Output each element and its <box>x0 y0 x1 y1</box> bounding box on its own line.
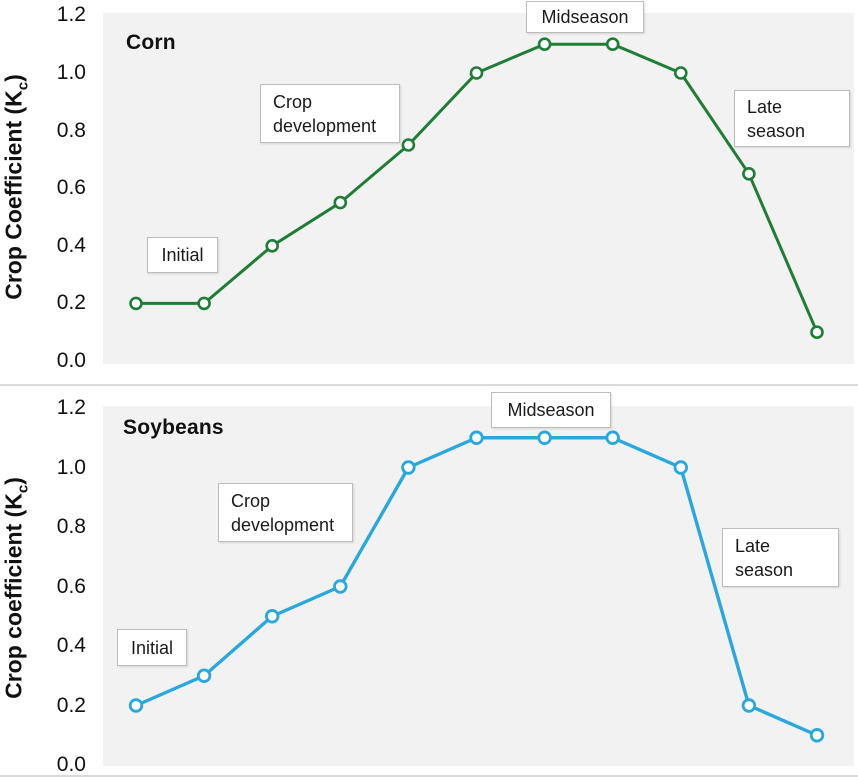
stage-label-crop-development: Crop development <box>218 483 353 542</box>
y-axis-title: Crop Coefficient (Kc) <box>1 74 32 300</box>
y-tick-label: 0.2 <box>56 291 86 315</box>
data-point-marker <box>333 579 348 594</box>
panel-divider-line <box>0 384 858 386</box>
data-point-marker <box>673 460 689 475</box>
data-point-marker <box>265 609 280 624</box>
stage-label-crop-development: Crop development <box>260 84 400 143</box>
data-point-marker <box>265 239 280 253</box>
y-tick-label: 0.0 <box>56 753 86 776</box>
data-point-marker <box>401 460 416 475</box>
stage-label-line: Late <box>735 535 771 556</box>
data-point-marker <box>809 728 825 743</box>
stage-label-midseason: Midseason <box>491 392 611 428</box>
y-tick-label: 0.0 <box>56 349 86 372</box>
stage-label-initial: Initial <box>147 237 218 273</box>
data-point-marker <box>605 37 620 52</box>
data-point-marker <box>129 296 143 311</box>
y-tick-label: 1.0 <box>56 61 86 84</box>
data-point-marker <box>537 430 552 445</box>
stage-label-line: Initial <box>130 637 174 658</box>
y-axis-title-text: Crop Coefficient (K <box>0 90 27 300</box>
panel-divider-line <box>0 775 858 777</box>
stage-label-line: Midseason <box>541 7 629 27</box>
stage-label-line: development <box>231 514 335 535</box>
y-tick-label: 0.6 <box>56 176 86 200</box>
y-axis-title: Crop coefficient (Kc) <box>1 477 32 699</box>
data-point-marker <box>810 325 824 340</box>
plot-area <box>103 406 854 766</box>
stage-label-line: Late <box>747 96 783 117</box>
y-axis-title-subscript: c <box>14 81 32 91</box>
stage-label-line: season <box>735 559 794 580</box>
data-point-marker <box>605 430 620 445</box>
data-point-marker <box>196 668 212 683</box>
stage-label-initial: Initial <box>117 629 187 666</box>
stage-label-line: Midseason <box>507 400 595 420</box>
y-tick-label: 1.2 <box>56 3 86 27</box>
data-point-marker <box>469 66 484 80</box>
y-tick-label: 1.0 <box>56 455 86 479</box>
chart-title: Corn <box>126 31 176 54</box>
stage-label-line: Crop <box>231 490 271 511</box>
stage-label-line: season <box>747 120 806 141</box>
plot-area <box>103 13 854 364</box>
y-tick-label: 0.4 <box>56 634 86 657</box>
series-line <box>136 42 819 333</box>
data-point-marker <box>401 138 416 152</box>
y-axis-title-close: ) <box>0 74 27 82</box>
y-tick-label: 0.8 <box>56 515 86 538</box>
y-tick-label: 0.2 <box>56 693 86 717</box>
y-tick-label: 0.8 <box>56 118 86 142</box>
chart-title: Soybeans <box>123 416 224 439</box>
y-tick-label: 0.6 <box>56 574 86 598</box>
stage-label-line: development <box>273 115 377 136</box>
y-axis-title-text: Crop coefficient (K <box>0 493 27 699</box>
stage-label-late-season: Late season <box>734 90 850 147</box>
stage-label-line: Crop <box>273 91 313 112</box>
series-line <box>135 436 818 737</box>
stage-label-midseason: Midseason <box>526 1 644 33</box>
data-point-marker <box>197 296 211 311</box>
y-axis-title-subscript: c <box>14 484 32 494</box>
data-point-marker <box>673 66 688 80</box>
data-point-marker <box>537 37 552 52</box>
data-point-marker <box>333 195 348 210</box>
y-axis-title-close: ) <box>0 477 27 485</box>
data-point-marker <box>742 167 756 181</box>
stage-label-late-season: Late season <box>722 528 839 587</box>
y-tick-label: 1.2 <box>56 396 86 419</box>
data-point-marker <box>741 698 757 713</box>
stage-label-line: Initial <box>161 245 204 265</box>
data-point-marker <box>469 430 484 445</box>
data-point-marker <box>128 698 144 713</box>
y-tick-label: 0.4 <box>56 233 86 257</box>
